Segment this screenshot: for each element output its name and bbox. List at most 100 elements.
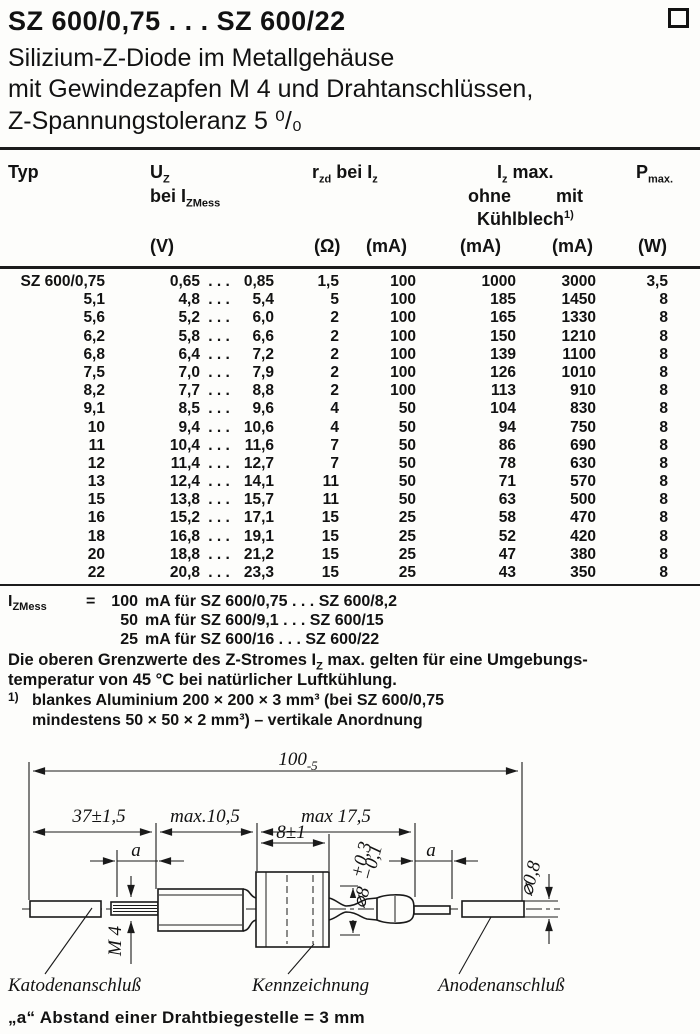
table-cell: 690 <box>570 436 596 454</box>
table-cell: 1000 <box>481 273 516 290</box>
table-row: SZ 600/0,75 0,65 . . . 0,85 1,5 100 1000 3000 3,… <box>0 273 700 291</box>
unit-w: (W) <box>638 236 667 256</box>
table-row: 7,5 7,0 . . . 7,9 2 100 126 1010 8 <box>0 364 700 382</box>
table-row: 5,1 4,8 . . . 5,4 5 100 185 1450 8 <box>0 291 700 309</box>
table-cell: 7,5 <box>83 363 105 381</box>
table-row: 11 10,4 . . . 11,6 7 50 86 690 8 <box>0 437 700 455</box>
table-cell: 6,0 <box>252 309 274 327</box>
table-cell: 78 <box>498 454 516 472</box>
table-cell: 100 <box>390 327 416 345</box>
table-cell: . . . <box>208 345 230 363</box>
unit-ohm: (Ω) <box>314 236 341 256</box>
dimension-lines <box>33 767 553 964</box>
table-cell: 6,2 <box>83 327 105 345</box>
table-cell: 4 <box>330 400 339 418</box>
table-cell: 8 <box>659 509 668 527</box>
extension-lines <box>28 762 558 936</box>
table-cell: 94 <box>498 418 516 436</box>
unit-ma-2: (mA) <box>460 236 501 256</box>
table-cell: . . . <box>208 309 230 327</box>
table-cell: 830 <box>570 400 596 418</box>
table-cell: 9,6 <box>252 400 274 418</box>
table-cell: 25 <box>398 564 416 581</box>
table-cell: 8 <box>659 345 668 363</box>
table-row: 18 16,8 . . . 19,1 15 25 52 420 8 <box>0 528 700 546</box>
table-cell: 15 <box>321 545 339 563</box>
table-cell: 9,1 <box>83 400 105 418</box>
table-cell: . . . <box>208 382 230 400</box>
table-cell: 7 <box>330 436 339 454</box>
col-pmax: Pmax. <box>636 162 674 186</box>
table-cell: . . . <box>208 418 230 436</box>
col-izmax-kuehlblech: Kühlblech1) <box>477 209 574 229</box>
table-cell: 8 <box>659 491 668 509</box>
table-cell: 470 <box>570 509 596 527</box>
table-cell: 15 <box>87 491 105 509</box>
table-cell: 5,4 <box>252 291 274 309</box>
marking-label: Kennzeichnung <box>251 975 369 996</box>
izmess-symbol: IZMess <box>8 593 47 614</box>
table-cell: 10,4 <box>169 436 200 454</box>
table-cell: 15 <box>321 509 339 527</box>
table-cell: 8,5 <box>178 400 200 418</box>
anode-lead <box>461 900 525 918</box>
limit-note-line-1: Die oberen Grenzwerte des Z-Stromes IZ m… <box>8 651 588 673</box>
dim-total-length: 100-5 <box>278 749 318 773</box>
footnote-line-1: blankes Aluminium 200 × 200 × 3 mm³ (bei… <box>32 692 445 709</box>
table-cell: 5,2 <box>178 309 200 327</box>
table-cell: 7,9 <box>252 363 274 381</box>
table-cell: 1210 <box>561 327 596 345</box>
table-cell: 8,2 <box>83 382 105 400</box>
table-cell: . . . <box>208 509 230 527</box>
table-cell: 8 <box>659 564 668 581</box>
table-cell: 8 <box>659 473 668 491</box>
footnote-line-2: mindestens 50 × 50 × 2 mm³) – vertikale … <box>32 712 423 729</box>
divider <box>0 266 700 269</box>
table-cell: 7,2 <box>252 345 274 363</box>
table-cell: 63 <box>498 491 516 509</box>
table-cell: 20 <box>87 545 105 563</box>
table-cell: 6,4 <box>178 345 200 363</box>
table-cell: 100 <box>390 309 416 327</box>
table-cell: 150 <box>490 327 516 345</box>
table-cell: 185 <box>490 291 516 309</box>
svg-text:⌀8: ⌀8 <box>349 884 375 910</box>
table-cell: . . . <box>208 564 230 581</box>
divider <box>0 584 700 586</box>
table-cell: 750 <box>570 418 596 436</box>
col-izmax-mit: mit <box>556 186 583 206</box>
table-cell: 50 <box>398 491 416 509</box>
subtitle-line-1: Silizium-Z-Diode im Metallgehäuse <box>8 44 395 72</box>
table-cell: 1100 <box>562 345 596 363</box>
table-cell: 58 <box>498 509 516 527</box>
table-cell: 4,8 <box>178 291 200 309</box>
table-cell: . . . <box>208 491 230 509</box>
table-cell: 43 <box>498 564 516 581</box>
table-cell: 11 <box>322 473 339 491</box>
table-row: 9,1 8,5 . . . 9,6 4 50 104 830 8 <box>0 400 700 418</box>
cathode-lead <box>29 900 102 918</box>
table-cell: 11,6 <box>244 436 274 454</box>
subtitle-line-2: mit Gewindezapfen M 4 und Drahtanschlüss… <box>8 75 534 103</box>
table-cell: 12 <box>87 454 105 472</box>
table-cell: 8 <box>659 418 668 436</box>
table-cell: 165 <box>490 309 516 327</box>
izmess-row: 50 mA für SZ 600/9,1 . . . SZ 600/15 <box>120 612 384 629</box>
table-cell: 14,1 <box>243 473 274 491</box>
table-cell: 11 <box>322 491 339 509</box>
table-cell: . . . <box>208 400 230 418</box>
table-cell: . . . <box>208 545 230 563</box>
col-rzd: rzd bei Iz <box>312 162 378 186</box>
table-cell: 6,6 <box>252 327 274 345</box>
table-cell: 71 <box>498 473 516 491</box>
table-cell: 570 <box>570 473 596 491</box>
table-cell: . . . <box>208 527 230 545</box>
table-cell: 47 <box>498 545 516 563</box>
table-cell: 7,7 <box>178 382 200 400</box>
dimension-drawing: 100-5 37±1,5 max.10,5 max 17,5 8±1 a a M… <box>7 749 565 996</box>
table-cell: 100 <box>390 291 416 309</box>
table-cell: 12,4 <box>169 473 200 491</box>
table-row: 6,2 5,8 . . . 6,6 2 100 150 1210 8 <box>0 328 700 346</box>
table-cell: 113 <box>490 382 516 400</box>
table-cell: 8 <box>659 545 668 563</box>
